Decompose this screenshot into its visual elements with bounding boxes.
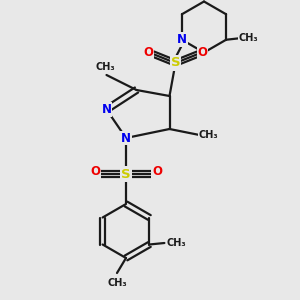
Text: CH₃: CH₃ xyxy=(167,238,186,248)
Text: O: O xyxy=(90,165,100,178)
Text: CH₃: CH₃ xyxy=(239,33,258,43)
Text: N: N xyxy=(121,131,131,145)
Text: CH₃: CH₃ xyxy=(95,62,115,73)
Text: S: S xyxy=(121,167,131,181)
Text: N: N xyxy=(101,103,112,116)
Text: S: S xyxy=(171,56,180,70)
Text: O: O xyxy=(143,46,154,59)
Text: O: O xyxy=(152,165,162,178)
Text: N: N xyxy=(177,33,187,46)
Text: CH₃: CH₃ xyxy=(107,278,127,289)
Text: O: O xyxy=(197,46,208,59)
Text: CH₃: CH₃ xyxy=(199,130,218,140)
